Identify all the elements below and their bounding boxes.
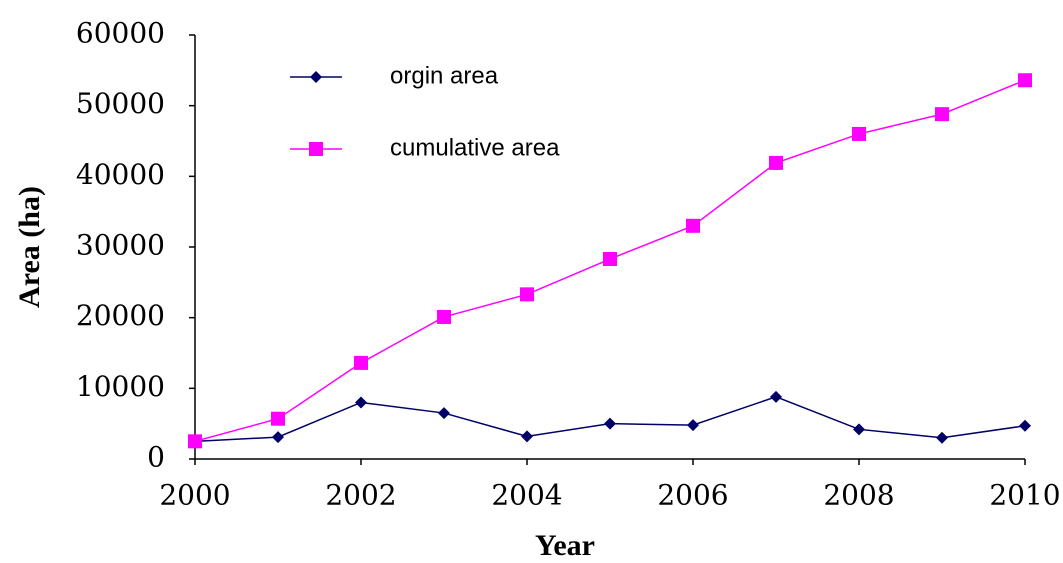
y-tick-label: 60000 bbox=[76, 17, 165, 50]
data-point bbox=[1018, 73, 1032, 88]
y-tick-label: 40000 bbox=[76, 158, 165, 191]
x-tick-label: 2004 bbox=[491, 479, 562, 512]
x-tick-label: 2006 bbox=[657, 479, 728, 512]
data-point bbox=[935, 107, 949, 122]
data-point bbox=[770, 390, 782, 403]
x-tick-label: 2010 bbox=[989, 479, 1060, 512]
y-tick-label: 20000 bbox=[76, 299, 165, 332]
data-point bbox=[272, 431, 284, 444]
data-point bbox=[1019, 419, 1031, 432]
data-point bbox=[853, 423, 865, 436]
data-point bbox=[769, 155, 783, 170]
data-point bbox=[936, 431, 948, 444]
data-point bbox=[354, 355, 368, 370]
y-tick-label: 50000 bbox=[76, 87, 165, 120]
legend-marker bbox=[310, 71, 322, 83]
legend-marker bbox=[309, 142, 323, 156]
y-tick-label: 10000 bbox=[76, 370, 165, 403]
legend-label: orgin area bbox=[390, 62, 499, 89]
x-tick-label: 2000 bbox=[159, 479, 230, 512]
data-point bbox=[687, 419, 699, 432]
x-tick-label: 2008 bbox=[823, 479, 894, 512]
data-point bbox=[852, 126, 866, 141]
data-point bbox=[604, 417, 616, 430]
y-axis-label: Area (ha) bbox=[13, 186, 46, 308]
y-tick-label: 0 bbox=[147, 441, 165, 474]
x-axis-label: Year bbox=[535, 529, 595, 562]
data-point bbox=[437, 309, 451, 324]
data-point bbox=[603, 252, 617, 267]
x-tick-label: 2002 bbox=[325, 479, 396, 512]
legend-label: cumulative area bbox=[390, 134, 560, 161]
data-point bbox=[438, 407, 450, 420]
data-point bbox=[355, 396, 367, 409]
data-point bbox=[271, 411, 285, 426]
data-point bbox=[686, 218, 700, 233]
data-point bbox=[520, 287, 534, 302]
y-tick-label: 30000 bbox=[76, 229, 165, 262]
data-point bbox=[521, 430, 533, 443]
data-point bbox=[188, 434, 202, 449]
